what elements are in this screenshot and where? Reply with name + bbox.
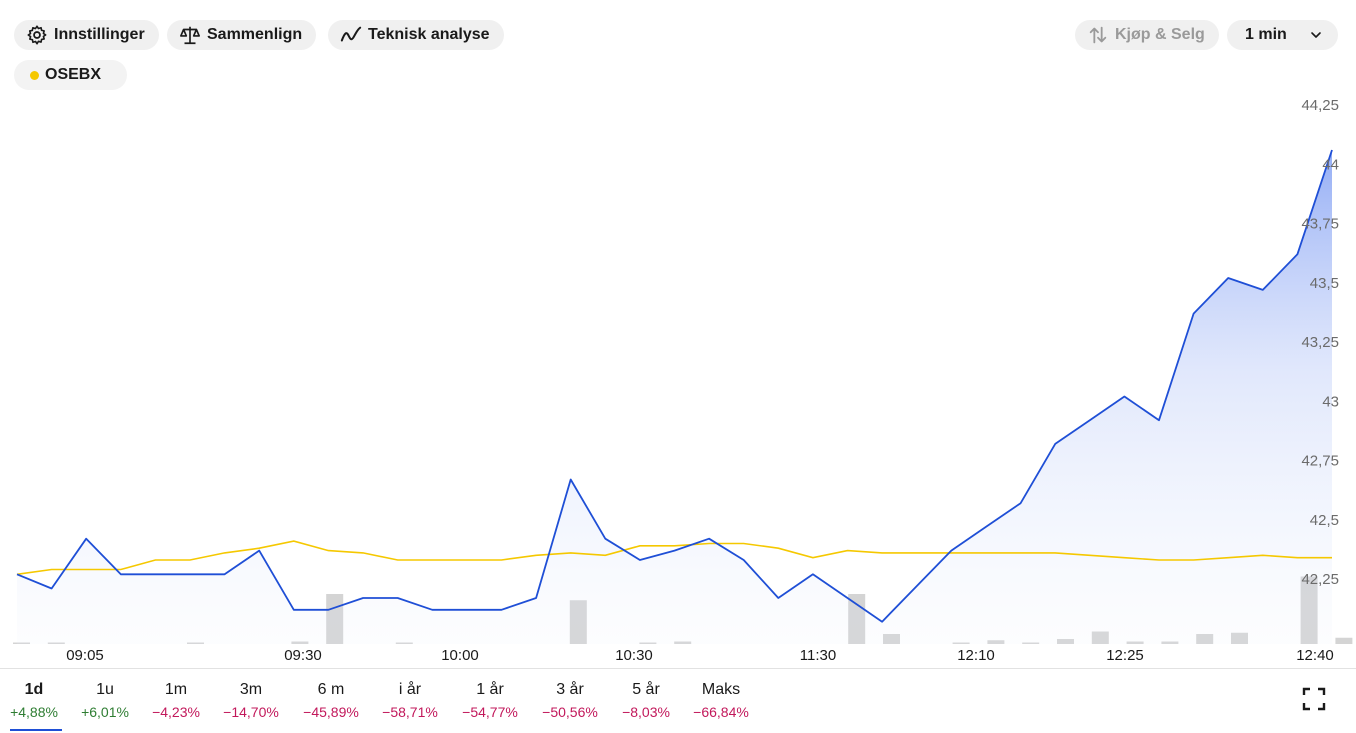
price-chart[interactable]: 44,25 44 43,75 43,5 43,25 43 42,75 42,5 42,25 09… [0, 95, 1356, 670]
y-tick-label: 42,75 [1301, 453, 1339, 470]
period-tab[interactable]: 1u +6,01% [73, 677, 137, 721]
period-tab-change: −14,70% [223, 704, 279, 720]
period-tab-change: −58,71% [382, 704, 438, 720]
period-tab-change: −45,89% [303, 704, 359, 720]
trend-line-icon [340, 26, 362, 42]
period-tab[interactable]: i år −58,71% [378, 677, 442, 721]
period-tab[interactable]: 1m −4,23% [144, 677, 208, 721]
y-tick-label: 43,75 [1301, 216, 1339, 233]
x-tick-label: 12:10 [957, 647, 995, 664]
x-tick-label: 11:30 [800, 647, 836, 664]
period-tab-change: +6,01% [81, 704, 129, 720]
compare-button[interactable]: Sammenlign [167, 20, 317, 50]
period-tab-label: 3 år [556, 681, 584, 698]
x-tick-label: 10:00 [441, 647, 479, 664]
buy-sell-label: Kjøp & Selg [1115, 26, 1205, 43]
chevron-down-icon [1311, 32, 1321, 38]
volume-bar [1335, 637, 1353, 644]
period-tab-change: −8,03% [622, 704, 670, 720]
x-tick-label: 09:30 [284, 647, 322, 664]
period-tabs: 1d +4,88% 1u +6,01% 1m −4,23% 3m −14,70% 6 m −45,… [0, 668, 1356, 733]
period-tab-change: −66,84% [693, 704, 749, 720]
fullscreen-icon[interactable] [1302, 687, 1326, 711]
period-tab[interactable]: 1d +4,88% [2, 677, 66, 731]
period-tab[interactable]: 5 år −8,03% [614, 677, 678, 721]
osebx-line [16, 540, 1332, 576]
y-tick-label: 43,25 [1301, 334, 1339, 351]
price-area-fill [17, 150, 1332, 644]
legend-osebx[interactable]: OSEBX [14, 60, 128, 90]
period-tab-label: 1u [96, 681, 114, 698]
legend-color-dot [30, 70, 39, 80]
technical-analysis-label: Teknisk analyse [368, 26, 490, 43]
y-tick-label: 44,25 [1301, 97, 1339, 114]
period-tab[interactable]: Maks −66,84% [689, 677, 753, 721]
y-axis: 44,25 44 43,75 43,5 43,25 43 42,75 42,5 42,25 [1301, 97, 1339, 588]
x-tick-label: 12:25 [1106, 647, 1144, 664]
period-tab-label: 1m [164, 681, 188, 698]
price-line [16, 149, 1333, 623]
period-tab[interactable]: 1 år −54,77% [458, 677, 522, 721]
legend-osebx-label: OSEBX [45, 66, 102, 83]
gear-icon [27, 25, 47, 45]
compare-label: Sammenlign [207, 26, 303, 43]
x-axis: 09:05 09:30 10:00 10:30 11:30 12:10 12:25 12:40 [66, 647, 1334, 664]
period-tab[interactable]: 3 år −50,56% [538, 677, 602, 721]
scale-icon [180, 26, 200, 45]
y-tick-label: 42,5 [1310, 512, 1339, 529]
buy-sell-button[interactable]: Kjøp & Selg [1075, 20, 1219, 50]
y-tick-label: 44 [1322, 156, 1339, 173]
period-tab-label: 3m [239, 681, 263, 698]
y-tick-label: 43,5 [1310, 275, 1339, 292]
x-tick-label: 12:40 [1296, 647, 1334, 664]
period-tab-change: −54,77% [462, 704, 518, 720]
period-tab[interactable]: 3m −14,70% [219, 677, 283, 721]
period-tab-change: −4,23% [152, 704, 200, 720]
interval-value: 1 min [1245, 26, 1287, 43]
period-tab-label: i år [398, 681, 422, 698]
period-tab[interactable]: 6 m −45,89% [299, 677, 363, 721]
period-tab-label: 6 m [317, 681, 345, 698]
technical-analysis-button[interactable]: Teknisk analyse [328, 20, 504, 50]
period-tab-label: 1 år [476, 681, 504, 698]
settings-label: Innstillinger [54, 26, 145, 43]
period-tab-label: 1d [24, 681, 44, 698]
period-tab-label: Maks [701, 681, 741, 698]
x-tick-label: 10:30 [615, 647, 653, 664]
x-tick-label: 09:05 [66, 647, 104, 664]
arrows-up-down-icon [1089, 26, 1107, 44]
period-tab-change: +4,88% [10, 704, 58, 720]
y-tick-label: 43 [1322, 393, 1339, 410]
period-tab-change: −50,56% [542, 704, 598, 720]
interval-select[interactable]: 1 min [1227, 20, 1338, 50]
period-tab-label: 5 år [632, 681, 660, 698]
settings-button[interactable]: Innstillinger [14, 20, 159, 50]
y-tick-label: 42,25 [1301, 571, 1339, 588]
